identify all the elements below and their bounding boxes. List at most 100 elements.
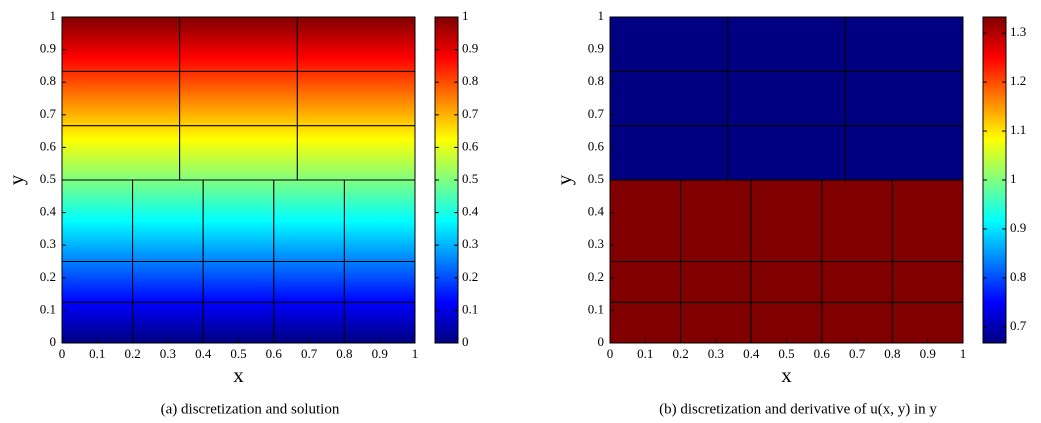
mesh-cell <box>61 70 181 127</box>
x-axis-label: x <box>781 363 792 387</box>
mesh-cell <box>179 70 298 127</box>
x-tick-label: 1 <box>960 346 967 361</box>
x-tick-label: 0 <box>607 346 614 361</box>
colorbar-tick-label: 0.9 <box>1010 220 1026 235</box>
mesh-cell <box>61 301 134 344</box>
y-tick-label: 0.6 <box>40 138 57 153</box>
mesh-cell <box>179 125 298 181</box>
mesh-cell <box>821 261 893 303</box>
mesh-cell <box>296 125 416 181</box>
mesh-cell <box>609 179 682 262</box>
mesh-cell <box>727 70 846 127</box>
y-tick-label: 0.9 <box>40 41 56 56</box>
colorbar-tick-label: 1 <box>1010 171 1017 186</box>
x-tick-label: 0.3 <box>160 346 176 361</box>
x-tick-label: 0.1 <box>89 346 105 361</box>
mesh-cell <box>343 301 416 344</box>
y-tick-label: 0.4 <box>40 204 57 219</box>
y-tick-label: 1 <box>50 8 57 23</box>
x-tick-label: 0.2 <box>124 346 140 361</box>
mesh-cell <box>821 179 893 262</box>
mesh-cell <box>273 179 345 262</box>
x-tick-label: 0.6 <box>266 346 283 361</box>
y-tick-label: 0.3 <box>588 236 604 251</box>
x-tick-label: 0.3 <box>708 346 724 361</box>
x-tick-label: 0.4 <box>743 346 760 361</box>
mesh-cell <box>296 70 416 127</box>
x-tick-label: 0.6 <box>814 346 831 361</box>
colorbar-tick-label: 0 <box>462 334 469 349</box>
x-axis-label: x <box>233 363 244 387</box>
y-tick-label: 0.8 <box>588 73 604 88</box>
mesh-cell <box>132 301 204 344</box>
x-tick-label: 0.2 <box>672 346 688 361</box>
colorbar-tick-label: 0.3 <box>462 236 478 251</box>
colorbar-tick-label: 0.7 <box>462 106 479 121</box>
y-axis-label: y <box>552 174 576 185</box>
y-tick-label: 0.4 <box>588 204 605 219</box>
colorbar-tick-label: 0.8 <box>462 73 478 88</box>
mesh-cell <box>844 16 964 72</box>
x-tick-label: 0.1 <box>637 346 653 361</box>
mesh-cell <box>202 301 275 344</box>
mesh-cell <box>727 16 846 72</box>
x-tick-label: 0.9 <box>372 346 388 361</box>
x-tick-label: 0.8 <box>884 346 900 361</box>
mesh-cell <box>609 16 729 72</box>
x-tick-label: 0.9 <box>920 346 936 361</box>
mesh-cell <box>727 125 846 181</box>
colorbar-tick-label: 0.7 <box>1010 318 1027 333</box>
mesh-cell <box>273 261 345 303</box>
mesh-cell <box>61 125 181 181</box>
mesh-cell <box>891 261 964 303</box>
mesh-cell <box>61 179 134 262</box>
mesh-cell <box>891 301 964 344</box>
y-tick-label: 0.1 <box>588 301 604 316</box>
colorbar-tick-label: 0.9 <box>462 41 478 56</box>
y-tick-label: 0.8 <box>40 73 56 88</box>
mesh-cell <box>202 261 275 303</box>
x-tick-label: 0.4 <box>195 346 212 361</box>
mesh-cell <box>343 261 416 303</box>
x-tick-label: 0.5 <box>230 346 246 361</box>
colorbar-tick-label: 0.1 <box>462 301 478 316</box>
mesh-cell <box>609 125 729 181</box>
colorbar-tick-label: 0.2 <box>462 269 478 284</box>
caption: (b) discretization and derivative of u(x… <box>659 401 937 417</box>
mesh-cell <box>202 179 275 262</box>
y-tick-label: 0.9 <box>588 41 604 56</box>
mesh-cell <box>61 16 181 72</box>
colorbar-tick-label: 0.6 <box>462 138 479 153</box>
x-tick-label: 0.8 <box>336 346 352 361</box>
caption: (a) discretization and solution <box>161 401 340 417</box>
y-tick-label: 0.7 <box>40 106 57 121</box>
mesh-cell <box>844 125 964 181</box>
y-tick-label: 0.7 <box>588 106 605 121</box>
x-tick-label: 0.7 <box>301 346 318 361</box>
colorbar-tick-label: 1.2 <box>1010 73 1026 88</box>
mesh-cell <box>61 261 134 303</box>
colorbar-tick-label: 1 <box>462 8 469 23</box>
y-tick-label: 0 <box>598 334 605 349</box>
mesh-cell <box>844 70 964 127</box>
colorbar-tick-label: 0.4 <box>462 204 479 219</box>
y-tick-label: 0.5 <box>40 171 56 186</box>
x-tick-label: 1 <box>412 346 419 361</box>
mesh-cell <box>680 179 752 262</box>
mesh-cell <box>750 301 823 344</box>
mesh-cell <box>609 301 682 344</box>
y-tick-label: 0.2 <box>40 269 56 284</box>
colorbar-tick-label: 0.5 <box>462 171 478 186</box>
mesh-cell <box>821 301 893 344</box>
colorbar-tick-label: 1.3 <box>1010 24 1026 39</box>
mesh-cell <box>750 261 823 303</box>
y-tick-label: 0.2 <box>588 269 604 284</box>
y-tick-label: 1 <box>598 8 605 23</box>
y-axis-label: y <box>4 174 28 185</box>
mesh-cell <box>680 301 752 344</box>
y-tick-label: 0.5 <box>588 171 604 186</box>
x-tick-label: 0.5 <box>778 346 794 361</box>
mesh-cell <box>609 70 729 127</box>
mesh-cell <box>680 261 752 303</box>
mesh-cell <box>609 261 682 303</box>
